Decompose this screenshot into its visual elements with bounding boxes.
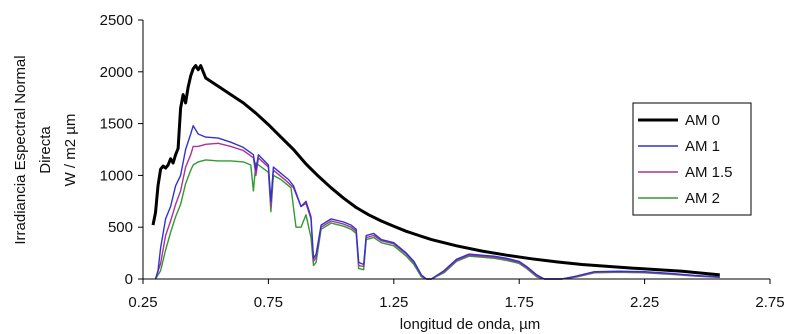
legend-label: AM 0 [685,112,720,129]
legend-label: AM 2 [685,190,720,207]
y-tick-label: 2000 [100,64,133,81]
x-tick-label: 1.75 [505,294,534,311]
series-line-0 [151,64,720,277]
legend-box [632,102,752,216]
x-tick-label: 0.75 [254,294,283,311]
y-tick-label: 500 [108,219,133,236]
y-tick-label: 1500 [100,116,133,133]
y-axis-label: Irradiancia Espectral Normal Directa W / m… [12,55,79,244]
series-line-2 [154,142,720,280]
tick-labels: 0 500 1000 1500 2000 2500 0.25 0.75 1.25 1.75 2.25… [100,12,785,311]
legend-label: AM 1 [685,138,720,155]
axes [138,19,771,284]
plot-lines [151,64,720,280]
y-axis-label-line: Irradiancia Espectral Normal [12,55,29,244]
series-line-3 [154,159,720,280]
x-tick-label: 2.25 [630,294,659,311]
series-line-1 [154,125,720,280]
y-tick-label: 0 [125,271,133,288]
x-tick-label: 2.75 [755,294,784,311]
y-axis-label-line: Directa [37,126,54,174]
y-tick-label: 1000 [100,167,133,184]
legend-label: AM 1.5 [685,164,733,181]
x-tick-label: 1.25 [379,294,408,311]
y-axis-label-line: W / m2 µm [62,114,79,187]
y-tick-label: 2500 [100,12,133,29]
legend: AM 0 AM 1 AM 1.5 AM 2 [632,102,752,216]
x-tick-label: 0.25 [128,294,157,311]
x-axis-label: longitud de onda, µm [400,316,540,333]
